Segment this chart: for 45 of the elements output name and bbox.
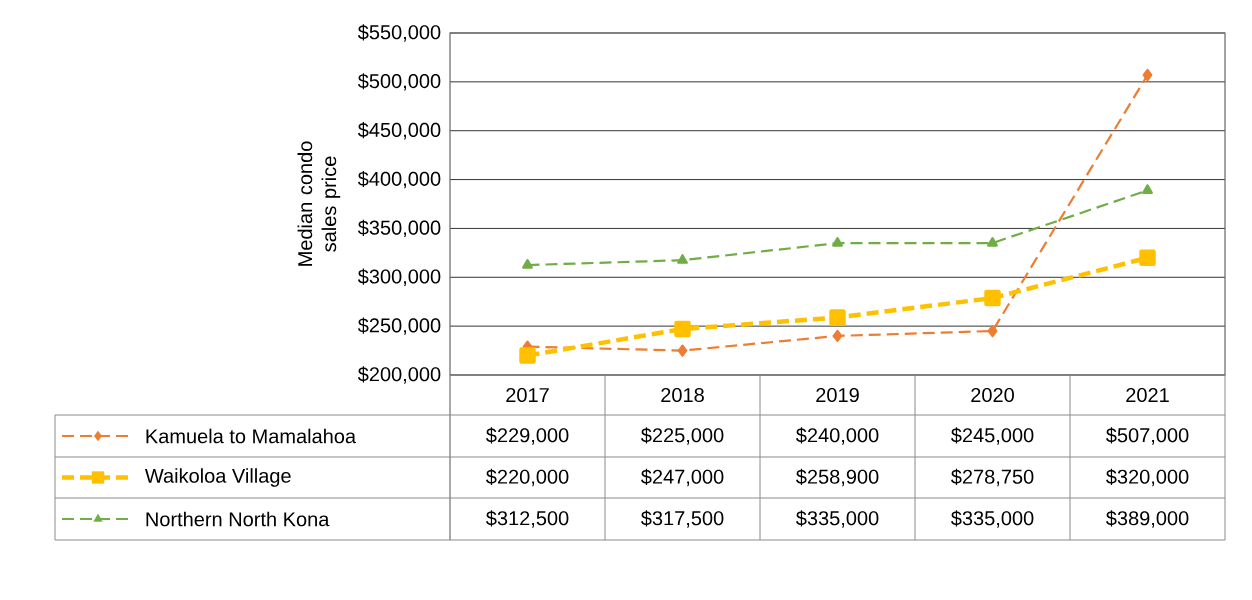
- point: [829, 309, 846, 326]
- data-label: $320,000: [1106, 468, 1189, 487]
- data-label: $278,750: [951, 468, 1034, 487]
- data-label: $229,000: [486, 427, 569, 445]
- data-label: $247,000: [641, 468, 724, 487]
- data-label: $335,000: [951, 510, 1034, 528]
- legend-label: Northern North Kona: [146, 511, 330, 527]
- data-label: $389,000: [1106, 510, 1189, 528]
- y-axis-title: Median condo sales price: [297, 141, 341, 266]
- point: [677, 344, 688, 357]
- point: [987, 324, 998, 338]
- point: [677, 254, 688, 264]
- point: [1142, 184, 1153, 194]
- data-label: $225,000: [641, 427, 724, 445]
- legend-label: Kamuela to Mamalahoa: [146, 428, 357, 444]
- y-tick-label: $250,000: [357, 317, 441, 335]
- x-tick-label: 2018: [661, 387, 704, 403]
- point: [987, 236, 998, 247]
- point: [522, 258, 533, 269]
- y-tick-label: $500,000: [357, 73, 441, 91]
- y-tick-label: $400,000: [357, 170, 441, 189]
- data-label: $507,000: [1106, 427, 1189, 445]
- point: [984, 289, 1001, 307]
- x-tick-label: 2020: [971, 387, 1014, 403]
- point: [1139, 249, 1156, 266]
- point: [832, 329, 843, 343]
- point: [832, 236, 843, 247]
- y-tick-label: $300,000: [357, 268, 441, 286]
- data-label: $240,000: [796, 427, 879, 445]
- legend-label: Waikoloa Village: [144, 468, 291, 487]
- point: [674, 320, 691, 338]
- data-label: $258,900: [796, 468, 879, 487]
- y-tick-label: $350,000: [357, 219, 441, 238]
- x-tick-label: 2019: [816, 387, 859, 403]
- x-tick-label: 2017: [506, 387, 549, 403]
- y-tick-label: $450,000: [357, 122, 441, 140]
- y-tick-label: $550,000: [357, 24, 441, 42]
- data-label: $220,000: [486, 468, 569, 487]
- point: [519, 347, 536, 364]
- x-tick-label: 2021: [1126, 387, 1169, 403]
- data-label: $312,500: [486, 510, 569, 528]
- data-label: $335,000: [796, 510, 879, 528]
- y-tick-label: $200,000: [357, 366, 441, 384]
- data-label: $245,000: [951, 427, 1034, 445]
- data-label: $317,500: [641, 510, 724, 528]
